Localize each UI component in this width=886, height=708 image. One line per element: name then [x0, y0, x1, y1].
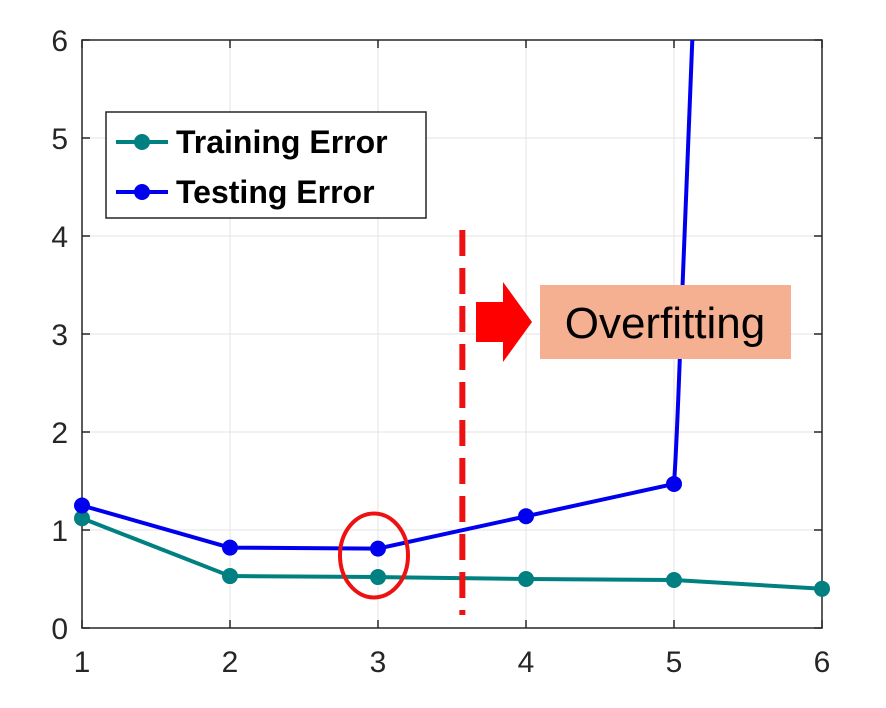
x-tick-label: 2 — [222, 646, 239, 679]
y-tick-label: 1 — [51, 515, 68, 548]
legend-label: Training Error — [176, 124, 388, 160]
y-tick-label: 6 — [51, 25, 68, 58]
overfitting-label: Overfitting — [565, 299, 766, 348]
x-tick-label: 1 — [74, 646, 91, 679]
x-tick-label: 5 — [666, 646, 683, 679]
x-tick-label: 6 — [814, 646, 831, 679]
y-tick-label: 0 — [51, 613, 68, 646]
x-tick-label: 4 — [518, 646, 535, 679]
testing-error-point — [370, 540, 386, 557]
y-tick-label: 4 — [51, 221, 68, 254]
legend-swatch-marker — [134, 184, 150, 200]
y-tick-label: 3 — [51, 319, 68, 352]
testing-error-point — [666, 475, 682, 492]
legend-swatch-marker — [134, 134, 150, 150]
training-error-point — [666, 571, 682, 588]
y-tick-label: 2 — [51, 417, 68, 450]
legend-label: Testing Error — [176, 174, 375, 210]
right-arrow-icon — [476, 282, 532, 362]
testing-error-point — [518, 508, 534, 525]
x-tick-label: 3 — [370, 646, 387, 679]
highlight-circle — [338, 511, 410, 600]
testing-error-point — [74, 497, 90, 514]
training-error-point — [814, 580, 830, 597]
legend-box — [105, 111, 427, 219]
training-error-point — [518, 571, 534, 587]
training-error-point — [222, 568, 238, 585]
overfitting-label-box — [540, 285, 791, 359]
y-tick-label: 5 — [51, 123, 68, 156]
testing-error-point — [222, 539, 238, 556]
legend: Training Error Testing Error — [105, 111, 427, 219]
training-error-point — [370, 569, 386, 586]
testing-error-line — [82, 40, 695, 551]
annotations: Overfitting — [338, 230, 791, 615]
training-error-point — [74, 510, 90, 527]
training-error-line — [81, 516, 823, 591]
